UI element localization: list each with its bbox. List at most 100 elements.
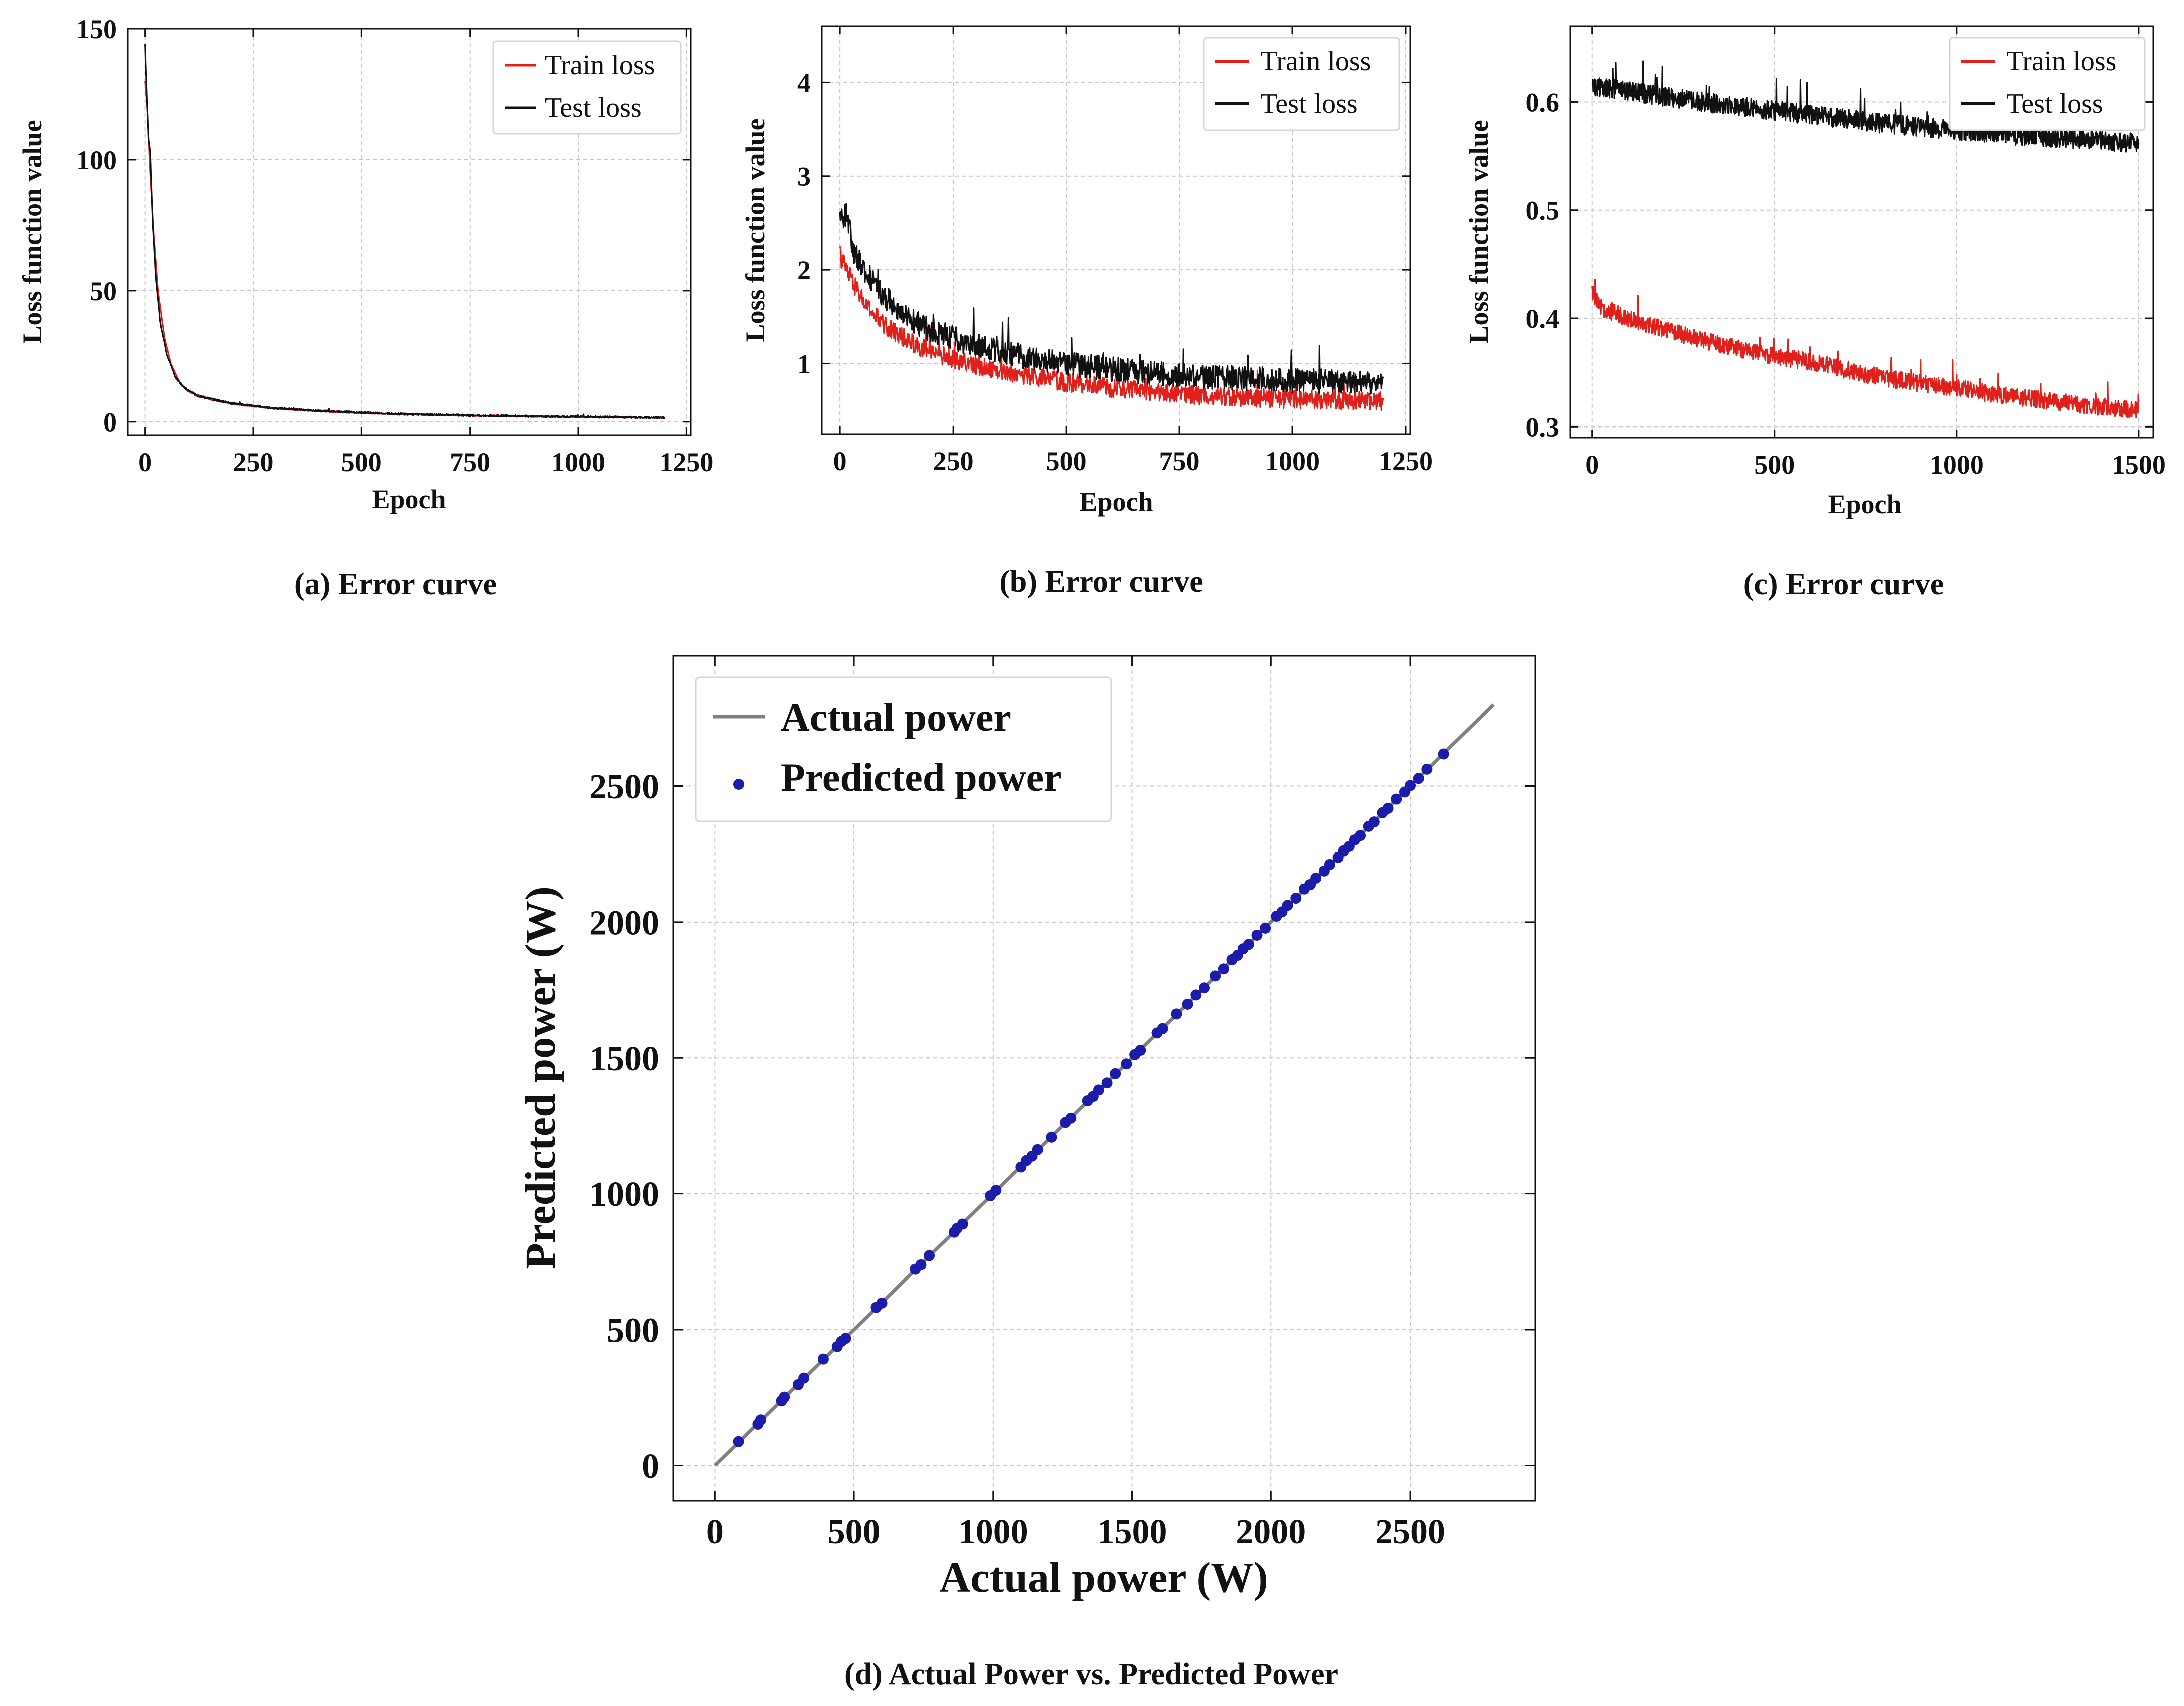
panel-d-x-tick-label: 1500 (1097, 1513, 1167, 1551)
panel-d-predicted-point (1135, 1045, 1146, 1056)
panel-d-y-tick-label: 1500 (589, 1040, 659, 1078)
panel-d-y-axis-label: Predicted power (W) (516, 886, 564, 1269)
panel-d: 0 500 1000 1500 2000 2500 0 500 1000 1500 2000 2500… (516, 655, 1536, 1691)
panel-d-predicted-point (1405, 780, 1416, 791)
panel-d-predicted-point (1218, 963, 1229, 975)
panel-d-x-tick-label: 500 (828, 1513, 881, 1551)
panel-d-y-tick-label: 1000 (589, 1175, 659, 1214)
panel-a-x-tick-label: 750 (450, 447, 490, 477)
panel-a-caption: (a) Error curve (294, 567, 497, 601)
panel-c: 0 500 1000 1500 0.3 0.4 0.5 0.6 Epoch Loss func… (1464, 25, 2166, 601)
panel-d-y-tick-label: 0 (642, 1447, 659, 1486)
panel-c-x-tick-label: 1000 (1930, 450, 1984, 480)
panel-d-predicted-point (990, 1185, 1002, 1196)
panel-a-x-tick-label: 1000 (551, 447, 605, 477)
panel-b-legend: Train loss Test loss (1203, 37, 1400, 131)
panel-c-legend-box (1949, 37, 2146, 131)
panel-d-predicted-point (957, 1218, 968, 1230)
panel-d-predicted-point (915, 1259, 927, 1270)
panel-a-y-tick-label: 100 (76, 145, 117, 175)
panel-d-predicted-point (1282, 900, 1293, 911)
panel-d-legend-predicted-marker (733, 779, 744, 790)
panel-c-x-tick-label: 0 (1585, 450, 1599, 480)
panel-d-y-tick-label: 2500 (589, 768, 659, 806)
panel-b-legend-train-label: Train loss (1260, 46, 1371, 77)
panel-d-x-tick-label: 0 (706, 1513, 724, 1551)
panel-d-legend-box (695, 676, 1112, 822)
panel-d-predicted-point (1355, 830, 1366, 841)
panel-a-legend-box (492, 40, 682, 135)
panel-d-x-axis-label: Actual power (W) (939, 1553, 1268, 1601)
panel-b-x-tick-label: 0 (833, 446, 847, 476)
panel-d-predicted-point (1243, 939, 1254, 950)
panel-c-legend-test-label: Test loss (2006, 88, 2103, 119)
panel-d-predicted-point (733, 1436, 744, 1447)
panel-b-y-tick-label: 2 (797, 255, 811, 285)
panel-d-predicted-point (1421, 763, 1433, 775)
panel-d-predicted-point (755, 1414, 766, 1426)
panel-c-y-axis-label: Loss function value (1464, 120, 1494, 343)
panel-b-x-axis-label: Epoch (1079, 487, 1153, 517)
panel-d-predicted-point (1093, 1084, 1104, 1096)
panel-a-x-tick-label: 0 (138, 447, 152, 477)
panel-a-y-tick-label: 150 (76, 14, 117, 44)
panel-d-predicted-point (1110, 1068, 1121, 1079)
panel-b-x-tick-label: 750 (1159, 446, 1200, 476)
panel-d-x-tick-label: 2500 (1375, 1513, 1445, 1551)
panel-b-x-tick-label: 1000 (1265, 446, 1320, 476)
panel-b-y-tick-label: 4 (797, 68, 811, 98)
panel-a-legend-test-label: Test loss (545, 92, 642, 123)
panel-d-y-tick-label: 500 (607, 1312, 659, 1350)
panel-d-predicted-point (1382, 803, 1394, 814)
panel-b-x-tick-label: 1250 (1379, 446, 1433, 476)
panel-c-x-tick-label: 1500 (2112, 450, 2166, 480)
panel-d-predicted-point (1032, 1144, 1043, 1155)
panel-b: 0 250 500 750 1000 1250 1 2 3 4 Epoch Loss functi… (740, 25, 1433, 599)
panel-a-legend-train-label: Train loss (545, 50, 655, 81)
panel-c-y-tick-label: 0.6 (1526, 87, 1560, 117)
panel-c-x-axis-label: Epoch (1828, 489, 1901, 519)
panel-c-y-tick-label: 0.3 (1526, 412, 1560, 442)
panel-b-legend-box (1203, 37, 1400, 131)
panel-b-legend-test-label: Test loss (1260, 88, 1358, 119)
panel-a-legend: Train loss Test loss (492, 40, 682, 135)
panel-d-x-tick-label: 1000 (958, 1513, 1028, 1551)
panel-d-predicted-point (1251, 929, 1263, 941)
panel-b-y-axis-label: Loss function value (740, 118, 770, 342)
panel-b-test-loss-line (839, 203, 1384, 395)
panel-a: 0 250 500 750 1000 1250 0 50 100 150 Epoch Loss f… (17, 14, 713, 601)
panel-d-predicted-point (1065, 1112, 1077, 1124)
panel-d-predicted-point (1210, 970, 1221, 982)
panel-d-predicted-point (1391, 793, 1402, 805)
panel-a-y-axis-label: Loss function value (17, 120, 47, 343)
panel-d-predicted-point (1198, 982, 1210, 994)
panel-d-predicted-point (1121, 1058, 1132, 1070)
panel-d-x-tick-label: 2000 (1236, 1513, 1306, 1551)
panel-d-y-tick-label: 2000 (589, 904, 659, 942)
panel-d-predicted-point (1157, 1023, 1168, 1034)
panel-c-legend-train-label: Train loss (2006, 46, 2116, 77)
panel-c-test-loss-line (1591, 60, 2140, 153)
panel-c-legend: Train loss Test loss (1949, 37, 2146, 131)
panel-d-predicted-point (1290, 893, 1302, 904)
panel-b-y-tick-label: 3 (797, 162, 811, 192)
panel-d-caption: (d) Actual Power vs. Predicted Power (844, 1657, 1338, 1691)
panel-a-x-tick-label: 1250 (659, 447, 713, 477)
panel-d-predicted-point (1190, 989, 1202, 1001)
panel-d-predicted-point (817, 1353, 829, 1365)
panel-d-predicted-point (1310, 872, 1322, 884)
panel-a-y-tick-label: 50 (90, 276, 117, 306)
panel-d-predicted-point (1046, 1131, 1057, 1143)
panel-a-x-tick-label: 500 (341, 447, 382, 477)
panel-d-predicted-point (1324, 859, 1335, 870)
panel-c-y-tick-label: 0.5 (1526, 196, 1560, 226)
panel-a-x-axis-label: Epoch (372, 484, 446, 514)
panel-d-predicted-point (1101, 1077, 1113, 1089)
panel-d-predicted-point (1260, 922, 1271, 934)
panel-b-caption: (b) Error curve (999, 565, 1203, 599)
panel-d-predicted-point (1368, 816, 1380, 828)
panel-c-x-tick-label: 500 (1754, 450, 1795, 480)
panel-c-train-loss-line (1591, 278, 2140, 418)
panel-b-x-tick-label: 500 (1046, 446, 1087, 476)
panel-b-y-tick-label: 1 (797, 349, 811, 379)
